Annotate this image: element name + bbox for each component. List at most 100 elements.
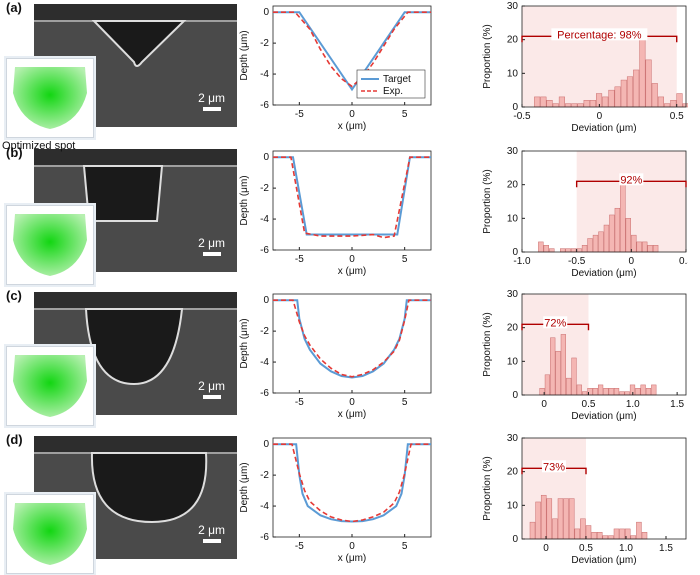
- y-tick-label: -2: [260, 470, 269, 481]
- scale-bar: 2 μm: [198, 523, 225, 543]
- target-line: [273, 443, 431, 523]
- green-spot: [13, 214, 87, 276]
- histogram-bar: [535, 501, 541, 540]
- y-tick-label: -6: [260, 388, 269, 399]
- histogram-bar: [549, 248, 555, 253]
- x-tick-label: 0.5: [670, 111, 684, 122]
- x-tick-label: 0: [349, 397, 355, 408]
- histogram-bar: [576, 248, 582, 253]
- bracket-label: 92%: [620, 174, 642, 186]
- histogram-bar: [583, 100, 590, 108]
- y-tick-label: -4: [260, 357, 269, 368]
- histogram-bar: [591, 532, 597, 540]
- histogram-bar: [602, 535, 609, 540]
- histogram-bar: [608, 388, 614, 396]
- y-tick-label: 20: [507, 323, 519, 334]
- x-tick-label: -0.5: [513, 111, 531, 122]
- x-tick-label: 0: [349, 109, 355, 120]
- panel-label: (d): [6, 432, 23, 447]
- y-tick-label: -2: [260, 38, 269, 49]
- scale-bar-line: [202, 107, 221, 111]
- y-tick-label: 30: [507, 1, 519, 12]
- deviation-histogram: 0 0.5 1.0 1.5 0 10 20 30 Deviation (μm) Proportio…: [482, 289, 687, 422]
- bracket-label: Percentage: 98%: [557, 29, 642, 41]
- histogram-bar: [540, 96, 547, 108]
- histogram-bar: [571, 103, 578, 108]
- y-axis-label: Proportion (%): [482, 169, 493, 233]
- histogram-bar: [651, 384, 657, 396]
- y-tick-label: 30: [507, 433, 519, 444]
- panel-row-3: (c) 2 μm -5 0 5 0 -2 -4 -6 x (μm) Depth (μm) 0 0.5 1.…: [0, 288, 700, 428]
- histogram-bar: [552, 518, 558, 540]
- histogram-bar: [534, 96, 541, 108]
- histogram-bar: [592, 234, 599, 253]
- histogram-bar: [529, 521, 536, 540]
- histogram-bar: [546, 498, 553, 540]
- y-tick-label: 0: [512, 102, 518, 113]
- y-tick-label: 10: [507, 356, 519, 367]
- histogram-bar: [603, 388, 609, 396]
- histogram-bar: [676, 93, 683, 108]
- x-axis-label: Deviation (μm): [571, 411, 636, 422]
- y-tick-label: 0: [263, 439, 269, 450]
- bracket-label: 72%: [544, 317, 566, 329]
- x-tick-label: 0: [543, 543, 549, 554]
- histogram-bar: [670, 100, 677, 108]
- histogram-bar: [639, 36, 646, 108]
- histogram-bar: [602, 96, 609, 108]
- x-tick-label: 1.0: [626, 399, 640, 410]
- x-tick-label: -5: [295, 109, 304, 120]
- sem-top-band: [34, 4, 237, 20]
- histogram-bar: [652, 245, 659, 253]
- x-tick-label: 0.5: [582, 399, 596, 410]
- x-tick-label: 0.5: [579, 543, 593, 554]
- plot-frame: [521, 293, 687, 396]
- histogram-bar: [645, 388, 652, 396]
- scale-bar-line: [202, 539, 221, 543]
- histogram-bar: [635, 388, 641, 396]
- inset-spot-image: [13, 355, 87, 417]
- x-tick-label: -0.5: [568, 256, 586, 267]
- optimized-spot-inset: [6, 205, 94, 285]
- histogram-bar: [560, 334, 566, 396]
- target-line: [273, 156, 431, 236]
- histogram-bar: [657, 96, 664, 108]
- x-tick-label: 0: [597, 111, 603, 122]
- y-axis-label: Proportion (%): [482, 312, 493, 376]
- y-tick-label: 30: [507, 146, 519, 157]
- optimized-spot-inset: [6, 494, 94, 574]
- y-tick-label: -4: [260, 501, 269, 512]
- green-spot: [13, 503, 87, 565]
- histogram-bar: [555, 350, 561, 396]
- histogram-bar: [597, 384, 604, 396]
- x-tick-label: 0: [541, 399, 547, 410]
- x-axis-label: Deviation (μm): [571, 123, 636, 134]
- scale-bar: 2 μm: [198, 379, 225, 399]
- deviation-histogram: 0 0.5 1.0 1.5 0 10 20 30 Deviation (μm) Proportio…: [482, 433, 687, 566]
- histogram-bar: [613, 528, 620, 540]
- histogram-bar: [565, 248, 571, 253]
- x-tick-label: 1.0: [619, 543, 633, 554]
- sem-top-band: [34, 436, 237, 452]
- y-tick-label: 0: [263, 7, 269, 18]
- bracket-label-bg: [543, 316, 568, 329]
- y-axis-label: Proportion (%): [482, 456, 493, 520]
- x-tick-label: -5: [295, 397, 304, 408]
- sem-crater: [82, 165, 164, 222]
- panel-label: (c): [6, 288, 22, 303]
- histogram-bar: [614, 207, 621, 253]
- histogram-bar: [566, 377, 572, 396]
- histogram-bar: [565, 103, 572, 108]
- green-spot: [13, 67, 87, 129]
- y-tick-label: 0: [263, 152, 269, 163]
- histogram-bar: [558, 96, 565, 108]
- optimized-spot-inset: [6, 58, 94, 138]
- y-tick-label: 0: [263, 295, 269, 306]
- x-tick-label: 5: [402, 397, 408, 408]
- inset-spot-image: [13, 503, 87, 565]
- y-tick-label: 0: [512, 247, 518, 258]
- sem-crater: [90, 452, 208, 524]
- panel-label: (a): [6, 0, 22, 15]
- histogram-bar: [580, 518, 586, 540]
